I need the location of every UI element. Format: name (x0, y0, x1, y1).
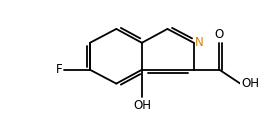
Text: O: O (215, 28, 224, 41)
Text: N: N (195, 36, 204, 49)
Text: OH: OH (133, 99, 151, 112)
Text: F: F (56, 63, 63, 76)
Text: OH: OH (242, 77, 260, 90)
